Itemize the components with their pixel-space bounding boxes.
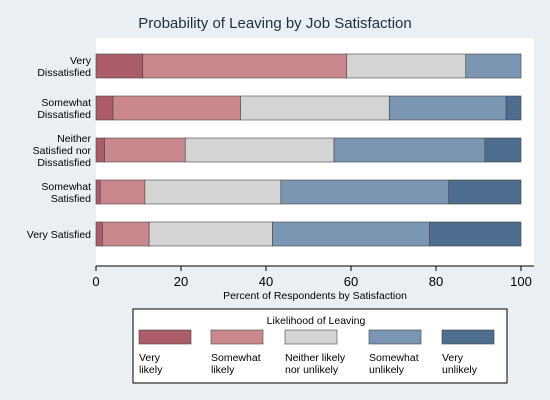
legend-swatch	[210, 329, 264, 345]
legend-title: Likelihood of Leaving	[267, 315, 366, 327]
category-label: Very Dissatisfied	[37, 55, 91, 79]
category-label: Very Satisfied	[27, 229, 91, 241]
legend-label: Neither likely nor unlikely	[285, 352, 346, 376]
legend-swatch	[138, 329, 192, 345]
bar-segment	[142, 53, 348, 79]
bar-segment	[184, 137, 335, 163]
x-tick-label: 100	[510, 274, 532, 289]
bar-segment	[99, 179, 146, 205]
bar-segment	[448, 179, 522, 205]
bar-segment	[505, 95, 522, 121]
legend-swatch	[368, 329, 422, 345]
x-tick-label: 60	[344, 274, 358, 289]
bar-segment	[429, 221, 522, 247]
legend-label: Very likely	[139, 352, 163, 376]
bar-segment	[95, 95, 114, 121]
bar-segment	[95, 137, 105, 163]
bar-segment	[465, 53, 522, 79]
bar-segment	[388, 95, 507, 121]
bar-segment	[112, 95, 241, 121]
x-tick-label: 40	[259, 274, 273, 289]
legend-label: Very unlikely	[442, 352, 478, 376]
bar-segment	[240, 95, 390, 121]
bar-segment	[272, 221, 430, 247]
legend: Very likely Somewhat likely Neither likely no…	[138, 329, 495, 376]
legend-label: Somewhat unlikely	[369, 352, 419, 376]
bar-segment	[95, 179, 101, 205]
bar-segment	[333, 137, 486, 163]
legend-box	[132, 308, 508, 384]
bar-segment	[104, 137, 186, 163]
bar-segment	[95, 53, 144, 79]
x-tick-label: 20	[174, 274, 188, 289]
x-axis-label: Percent of Respondents by Satisfaction	[223, 290, 407, 302]
category-labels: Very Dissatisfied Somewhat Dissatisfied Neit…	[27, 55, 92, 241]
x-tick-label: 80	[429, 274, 443, 289]
legend-label: Somewhat likely	[211, 352, 261, 376]
legend-swatch	[284, 329, 338, 345]
bar-segment	[346, 53, 467, 79]
bar-segment	[148, 221, 273, 247]
category-label: Somewhat Satisfied	[41, 181, 91, 205]
category-label: Somewhat Dissatisfied	[37, 97, 91, 121]
bar-segment	[95, 221, 103, 247]
category-label: Neither Satisfied nor Dissatisfied	[33, 133, 92, 169]
bar-segment	[144, 179, 282, 205]
bar-segment	[484, 137, 522, 163]
chart-title: Probability of Leaving by Job Satisfacti…	[138, 15, 412, 32]
bar-segment	[102, 221, 150, 247]
bars	[95, 53, 522, 247]
bar-segment	[280, 179, 450, 205]
x-ticks: 0 20 40 60 80 100	[92, 266, 532, 289]
legend-swatch	[441, 329, 495, 345]
x-tick-label: 0	[92, 274, 99, 289]
